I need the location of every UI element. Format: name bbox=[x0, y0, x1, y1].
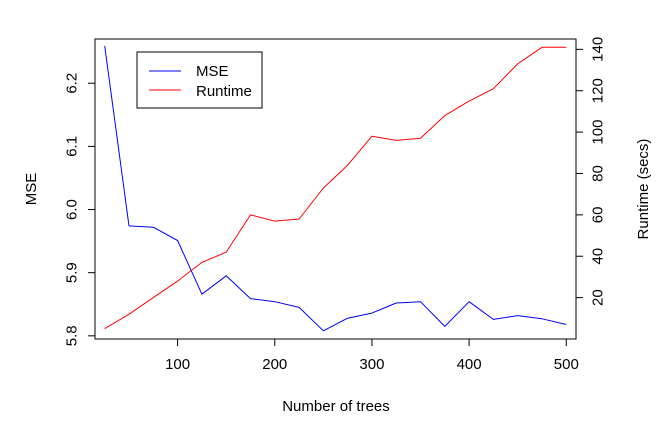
x-axis-title: Number of trees bbox=[282, 398, 390, 415]
x-tick-label: 100 bbox=[165, 356, 190, 373]
x-tick-label: 400 bbox=[457, 356, 482, 373]
x-tick-label: 300 bbox=[359, 356, 384, 373]
x-axis: 100 200 300 400 500 bbox=[165, 338, 579, 373]
x-tick-label: 500 bbox=[554, 356, 579, 373]
y2-tick-label: 120 bbox=[590, 78, 607, 103]
y-tick-label: 5.8 bbox=[64, 325, 81, 346]
y2-tick-label: 20 bbox=[590, 289, 607, 306]
y-tick-label: 6.2 bbox=[64, 73, 81, 94]
series-line-runtime bbox=[104, 46, 567, 330]
y2-tick-label: 140 bbox=[590, 37, 607, 62]
series-line-mse bbox=[104, 45, 567, 332]
legend-box bbox=[136, 51, 263, 109]
legend: MSE Runtime bbox=[136, 51, 263, 109]
x-tick-label: 200 bbox=[262, 356, 287, 373]
y-axis-title: MSE bbox=[23, 173, 40, 206]
legend-label-mse: MSE bbox=[196, 63, 229, 80]
y-axis-right: 20 40 60 80 100 120 140 bbox=[575, 37, 607, 306]
y2-axis-title: Runtime (secs) bbox=[635, 139, 652, 240]
y-tick-label: 5.9 bbox=[64, 262, 81, 283]
y2-tick-label: 40 bbox=[590, 248, 607, 265]
legend-label-runtime: Runtime bbox=[196, 83, 252, 100]
y-tick-label: 6.0 bbox=[64, 199, 81, 220]
series-layer bbox=[104, 45, 567, 332]
y2-tick-label: 60 bbox=[590, 207, 607, 224]
y2-tick-label: 80 bbox=[590, 165, 607, 182]
y-axis-left: 5.8 5.9 6.0 6.1 6.2 bbox=[64, 73, 96, 346]
y2-tick-label: 100 bbox=[590, 120, 607, 145]
y-tick-label: 6.1 bbox=[64, 136, 81, 157]
